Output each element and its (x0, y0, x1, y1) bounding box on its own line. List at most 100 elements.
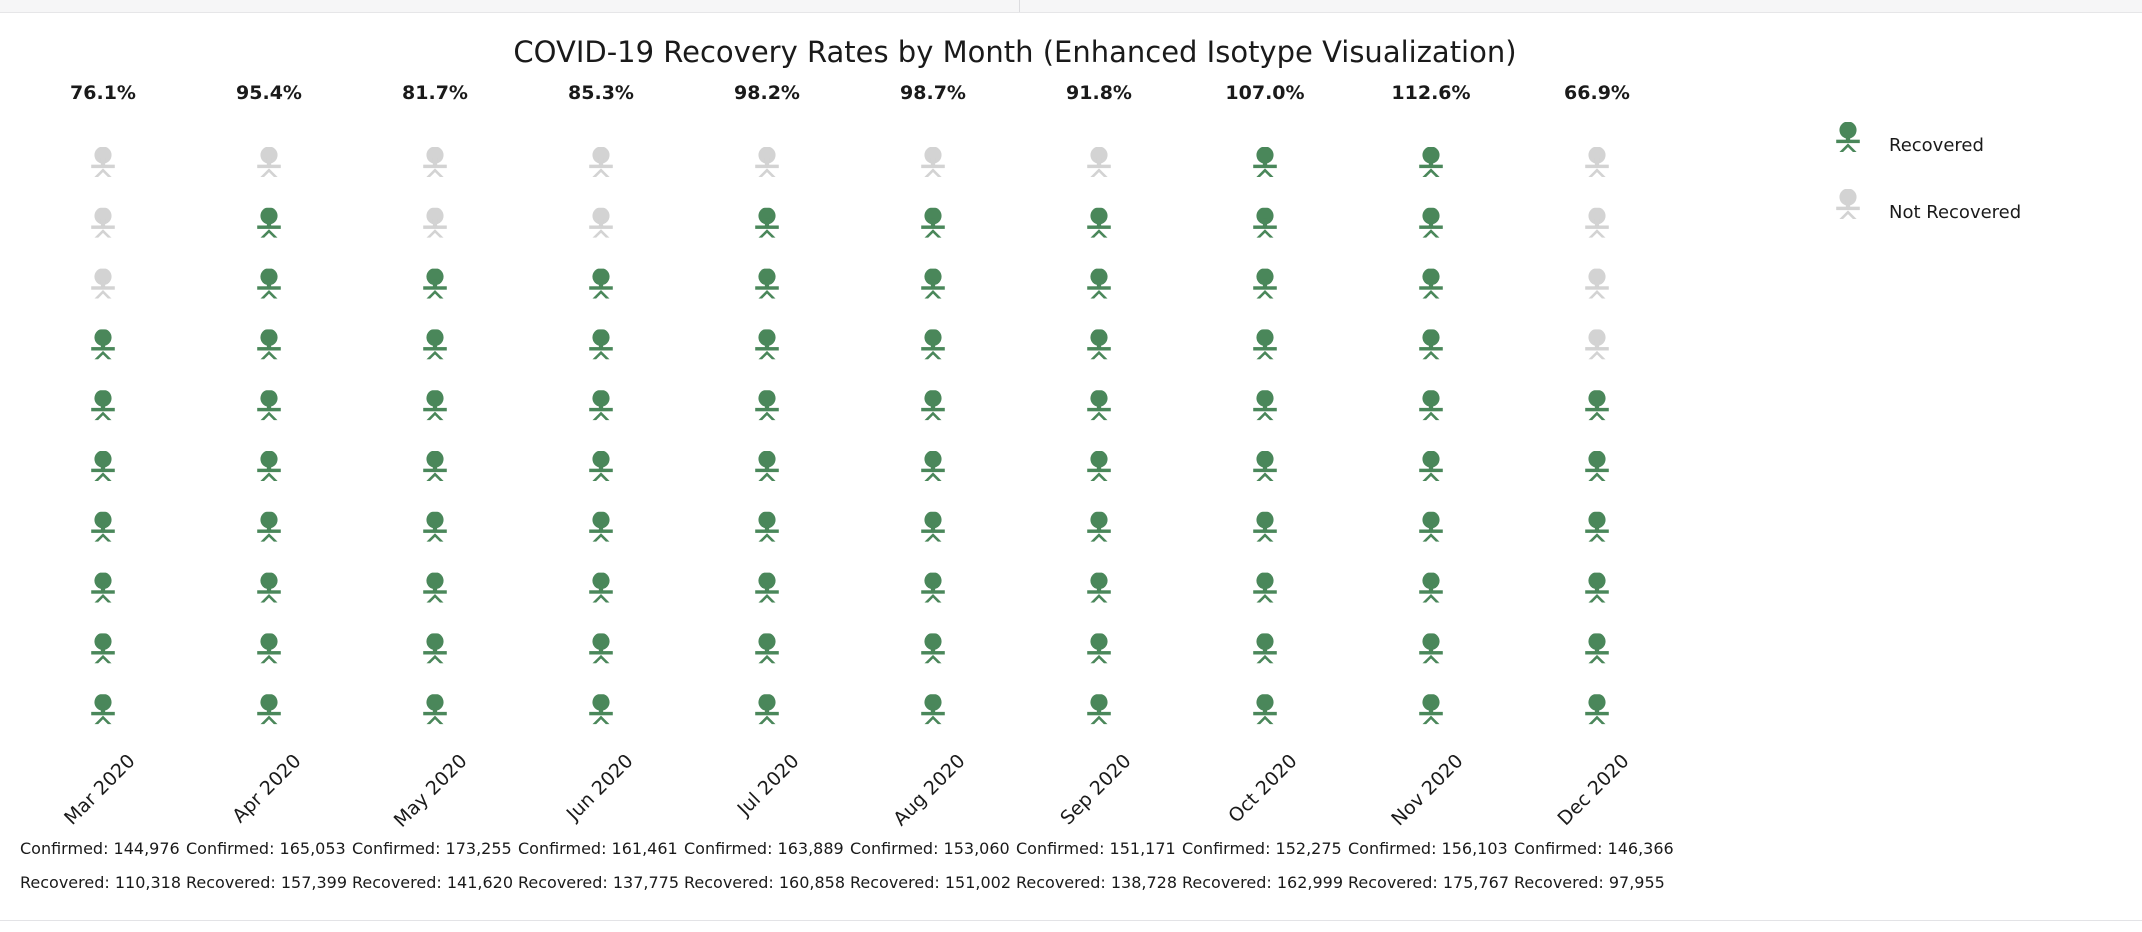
recovered-person-icon (1419, 633, 1443, 664)
recovery-rate-label: 85.3% (568, 82, 634, 104)
recovered-count-label: Recovered: 141,620 (352, 873, 513, 892)
legend-not-recovered-icon (1836, 189, 1860, 219)
recovered-person-icon (91, 390, 115, 421)
not-recovered-person-icon (755, 147, 779, 177)
month-column: 112.6% Nov 2020 Confirmed: 156,103 Recovere… (1348, 82, 1509, 892)
confirmed-count-label: Confirmed: 165,053 (186, 839, 346, 858)
recovered-person-icon (589, 329, 613, 360)
recovered-person-icon (1087, 268, 1111, 299)
top-bar-divider (1019, 0, 1020, 12)
not-recovered-person-icon (1585, 207, 1609, 238)
recovery-rate-label: 95.4% (236, 82, 302, 104)
month-column: 98.7% Aug 2020 Confirmed: 153,060 Recovered… (850, 82, 1011, 892)
confirmed-count-label: Confirmed: 144,976 (20, 839, 180, 858)
recovered-person-icon (1087, 511, 1111, 542)
month-column: 85.3% Jun 2020 Confirmed: 161,461 Recovered… (518, 82, 679, 892)
recovered-person-icon (257, 511, 281, 542)
not-recovered-person-icon (91, 147, 115, 177)
recovered-count-label: Recovered: 137,775 (518, 873, 679, 892)
recovered-person-icon (1087, 572, 1111, 603)
confirmed-count-label: Confirmed: 163,889 (684, 839, 844, 858)
recovered-person-icon (589, 694, 613, 725)
month-column: 66.9% Dec 2020 Confirmed: 146,366 Recovered… (1514, 82, 1674, 892)
month-axis-label: Nov 2020 (1387, 750, 1467, 830)
not-recovered-person-icon (423, 147, 447, 177)
recovered-person-icon (1253, 207, 1277, 238)
window-top-bar (0, 0, 2142, 13)
recovered-person-icon (1585, 511, 1609, 542)
month-axis-label: Oct 2020 (1224, 750, 1301, 827)
recovered-person-icon (589, 268, 613, 299)
recovered-person-icon (1585, 390, 1609, 421)
recovered-person-icon (91, 329, 115, 360)
recovered-person-icon (257, 390, 281, 421)
recovered-person-icon (257, 694, 281, 725)
chart-legend: Recovered Not Recovered (1836, 122, 2021, 223)
recovery-rate-label: 91.8% (1066, 82, 1132, 104)
recovery-rate-label: 66.9% (1564, 82, 1630, 104)
confirmed-count-label: Confirmed: 173,255 (352, 839, 512, 858)
confirmed-count-label: Confirmed: 146,366 (1514, 839, 1674, 858)
recovered-person-icon (1087, 329, 1111, 360)
recovered-person-icon (1419, 451, 1443, 481)
recovered-person-icon (755, 572, 779, 603)
recovered-person-icon (1087, 207, 1111, 238)
recovered-person-icon (1253, 451, 1277, 481)
recovered-person-icon (921, 207, 945, 238)
recovered-count-label: Recovered: 175,767 (1348, 873, 1509, 892)
not-recovered-person-icon (1585, 329, 1609, 360)
recovered-person-icon (1419, 329, 1443, 360)
not-recovered-person-icon (1087, 147, 1111, 177)
recovered-person-icon (921, 329, 945, 360)
recovered-person-icon (589, 633, 613, 664)
recovered-person-icon (1585, 572, 1609, 603)
recovered-person-icon (589, 451, 613, 481)
confirmed-count-label: Confirmed: 156,103 (1348, 839, 1508, 858)
recovered-person-icon (589, 390, 613, 421)
recovered-person-icon (1253, 572, 1277, 603)
bottom-border (0, 920, 2142, 921)
recovered-person-icon (1585, 694, 1609, 725)
recovered-person-icon (1253, 147, 1277, 177)
legend-recovered-icon (1836, 122, 1860, 152)
recovered-person-icon (755, 268, 779, 299)
recovered-person-icon (921, 268, 945, 299)
recovered-person-icon (1419, 572, 1443, 603)
recovered-person-icon (423, 268, 447, 299)
recovered-count-label: Recovered: 162,999 (1182, 873, 1343, 892)
not-recovered-person-icon (423, 207, 447, 238)
legend-label: Recovered (1889, 135, 1984, 156)
recovered-person-icon (257, 633, 281, 664)
recovered-person-icon (589, 511, 613, 542)
not-recovered-person-icon (589, 207, 613, 238)
recovered-person-icon (1419, 147, 1443, 177)
not-recovered-person-icon (91, 268, 115, 299)
month-axis-label: Dec 2020 (1554, 750, 1634, 830)
recovered-count-label: Recovered: 151,002 (850, 873, 1011, 892)
recovery-rate-label: 112.6% (1391, 82, 1470, 104)
month-column: 95.4% Apr 2020 Confirmed: 165,053 Recovered… (186, 82, 347, 892)
confirmed-count-label: Confirmed: 153,060 (850, 839, 1010, 858)
recovered-person-icon (1253, 633, 1277, 664)
month-axis-label: Sep 2020 (1056, 750, 1135, 829)
not-recovered-person-icon (91, 207, 115, 238)
recovered-person-icon (257, 207, 281, 238)
recovered-person-icon (921, 633, 945, 664)
recovery-rate-label: 81.7% (402, 82, 468, 104)
recovered-person-icon (423, 390, 447, 421)
recovered-person-icon (423, 511, 447, 542)
recovered-person-icon (1087, 390, 1111, 421)
recovered-count-label: Recovered: 138,728 (1016, 873, 1177, 892)
not-recovered-person-icon (589, 147, 613, 177)
recovered-count-label: Recovered: 97,955 (1514, 873, 1665, 892)
recovered-person-icon (921, 451, 945, 481)
not-recovered-person-icon (257, 147, 281, 177)
recovered-person-icon (91, 511, 115, 542)
chart-title: COVID-19 Recovery Rates by Month (Enhanc… (513, 35, 1516, 69)
recovered-person-icon (1253, 511, 1277, 542)
recovered-person-icon (755, 451, 779, 481)
recovered-person-icon (755, 329, 779, 360)
recovered-person-icon (755, 694, 779, 725)
month-axis-label: Jun 2020 (562, 750, 638, 826)
recovered-person-icon (921, 390, 945, 421)
